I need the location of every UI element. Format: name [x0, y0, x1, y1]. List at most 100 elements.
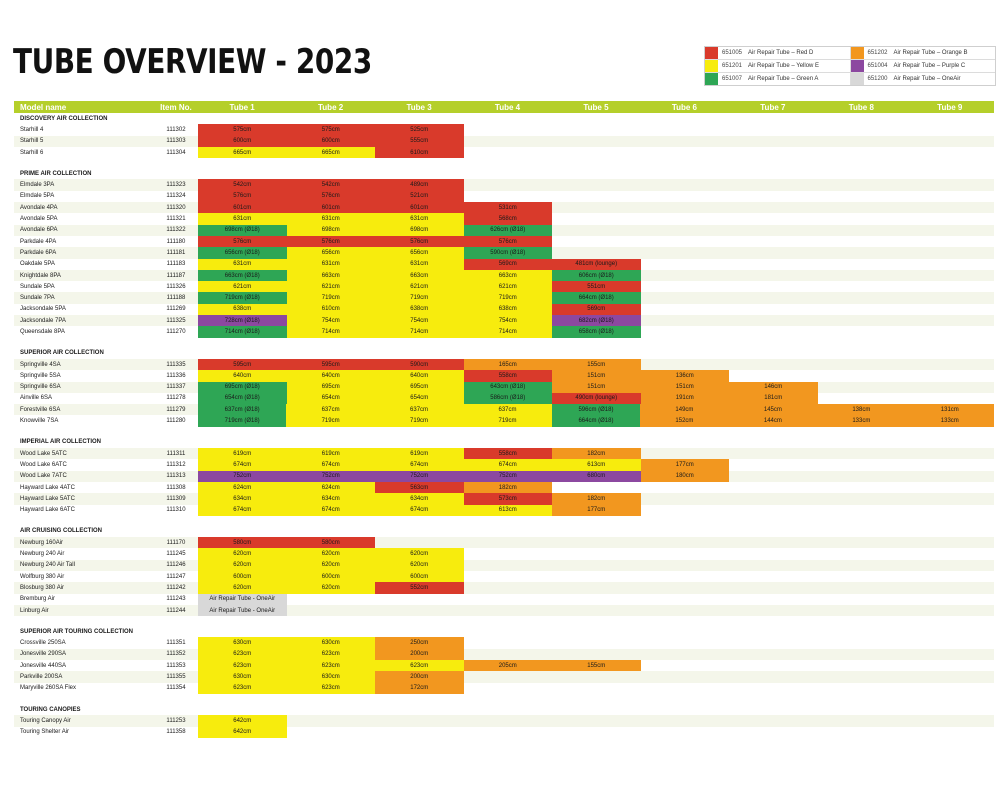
tube-cell: 151cm [552, 381, 641, 393]
column-header: Item No. [160, 102, 192, 112]
tube-cell: 640cm [375, 370, 464, 382]
table-row: Springville 4SA 111335 595cm 595cm 590cm 165c… [14, 358, 994, 371]
tube-cell: 674cm [463, 459, 552, 471]
section-header: PRIME AIR COLLECTION [14, 168, 994, 180]
tube-cell: 754cm [375, 315, 464, 327]
tube-cell: 600cm [286, 135, 375, 147]
tube-cell: 638cm [463, 303, 552, 316]
tube-cell: 719cm [374, 415, 464, 427]
tube-cell: 664cm (Ø18) [551, 415, 641, 427]
tube-cell: 172cm [375, 682, 464, 694]
tube-cell: 551cm [552, 281, 641, 293]
tube-cell: 619cm [198, 448, 287, 460]
tube-cell: 631cm [375, 258, 464, 270]
tube-cell: 613cm [552, 459, 641, 471]
model-name: Hayward Lake 6ATC [20, 507, 75, 514]
column-header: Tube 6 [671, 102, 697, 112]
item-number: 111183 [166, 261, 186, 268]
section-title: AIR CRUISING COLLECTION [20, 528, 102, 535]
tube-cell: 623cm [198, 660, 287, 672]
item-number: 111309 [166, 495, 186, 502]
tube-cell: 624cm [198, 481, 287, 494]
table-row: Hayward Lake 5ATC 111309 634cm 634cm 634cm 57… [14, 493, 994, 505]
tube-cell: 542cm [286, 179, 375, 191]
tube-cell: 481cm (lounge) [552, 258, 641, 270]
tube-cell: 714cm [375, 326, 464, 338]
tube-cell: 601cm [375, 202, 464, 214]
table-row: Avondale 4PA 111320 601cm 601cm 601cm 531cm [14, 202, 994, 214]
legend-row: 651201 Air Repair Tube – Yellow E 651004 Ai… [705, 60, 995, 73]
table-row: Forestville 6SA 111279 637cm (Ø18) 637cm 637… [14, 404, 994, 416]
tube-cell: 590cm [375, 358, 464, 371]
tube-cell: 606cm (Ø18) [552, 269, 641, 282]
tube-cell: 558cm [463, 370, 552, 382]
tube-cell: 620cm [198, 548, 287, 560]
model-name: Springville 6SA [20, 384, 61, 391]
tube-cell: 714cm (Ø18) [198, 326, 287, 338]
section-title: TOURING CANOPIES [20, 706, 81, 713]
section-header: SUPERIOR AIR COLLECTION [14, 347, 994, 359]
tube-cell: 656cm [375, 247, 464, 259]
tube-cell: 145cm [728, 404, 818, 416]
tube-cell: 575cm [286, 124, 375, 136]
model-name: Springville 5SA [20, 372, 61, 379]
table-row: Parkdale 4PA 111180 576cm 576cm 576cm 576cm [14, 235, 994, 248]
model-name: Ainville 6SA [20, 395, 53, 402]
tube-cell: 621cm [463, 281, 552, 293]
tube-cell: 623cm [198, 648, 287, 661]
table-row: Hayward Lake 6ATC 111310 674cm 674cm 674cm 61… [14, 504, 994, 516]
tube-cell: 630cm [198, 637, 287, 649]
table-row: Touring Canopy Air 111253 642cm [14, 715, 994, 727]
tube-cell: 680cm [552, 470, 641, 482]
tube-cell: 182cm [552, 448, 641, 460]
tube-cell: 568cm [463, 213, 552, 225]
tube-cell: 580cm [286, 537, 375, 549]
item-number: 111170 [166, 539, 186, 546]
tube-cell: 521cm [375, 190, 464, 203]
legend-name: Air Repair Tube – Green A [748, 76, 819, 82]
tube-cell: 714cm [463, 326, 552, 338]
section-title: DISCOVERY AIR COLLECTION [20, 115, 108, 122]
item-number: 111242 [166, 584, 186, 591]
model-name: Newburg 240 Air [20, 551, 65, 558]
tube-cell: 610cm [375, 146, 464, 159]
legend-code: 651200 [867, 76, 888, 82]
tube-cell: 654cm (Ø18) [198, 392, 287, 405]
model-name: Starhill 4 [20, 126, 44, 133]
model-name: Springville 4SA [20, 361, 61, 368]
model-name: Crossville 250SA [20, 640, 66, 647]
legend-swatch [850, 47, 864, 59]
tube-cell: 621cm [375, 281, 464, 293]
model-name: Touring Canopy Air [20, 717, 71, 724]
tube-cell: 623cm [198, 682, 287, 694]
table-row: Oakdale 5PA 111183 631cm 631cm 631cm 569cm 481… [14, 258, 994, 270]
tube-cell: 182cm [463, 481, 552, 494]
section-header: DISCOVERY AIR COLLECTION [14, 113, 994, 125]
tube-cell: 656cm (Ø18) [198, 247, 287, 259]
tube-cell: 182cm [552, 493, 641, 505]
item-number: 111187 [166, 272, 186, 279]
table-row: Starhill 5 111303 600cm 600cm 555cm [14, 135, 994, 147]
tube-cell: 613cm [463, 504, 552, 516]
tube-cell: 151cm [552, 370, 641, 382]
model-name: Newburg 160Air [20, 539, 64, 546]
model-name: Blosburg 380 Air [20, 584, 65, 591]
tube-cell: 754cm [463, 315, 552, 327]
tube-cell: 631cm [198, 258, 287, 270]
tube-cell: 620cm [198, 559, 287, 571]
model-name: Jacksondale 5PA [20, 306, 66, 313]
model-name: Elmdale 3PA [20, 182, 55, 189]
item-number: 111181 [166, 249, 186, 256]
tube-cell: 138cm [817, 404, 906, 416]
color-legend: 651005 Air Repair Tube – Red D 651202 Air R… [704, 46, 996, 86]
tube-cell: 637cm [463, 404, 552, 416]
model-name: Starhill 6 [20, 149, 44, 156]
tube-cell: 752cm [375, 470, 464, 482]
section-title: SUPERIOR AIR COLLECTION [20, 350, 104, 357]
tube-cell: 620cm [375, 559, 464, 571]
tube-cell: 191cm [640, 392, 729, 405]
table-row: Hayward Lake 4ATC 111308 624cm 624cm 563cm 18… [14, 481, 994, 494]
tube-cell: 728cm (Ø18) [198, 315, 287, 327]
tube-cell: 623cm [286, 648, 375, 661]
table-row: Jacksondale 5PA 111269 638cm 610cm 638cm 638c… [14, 303, 994, 316]
